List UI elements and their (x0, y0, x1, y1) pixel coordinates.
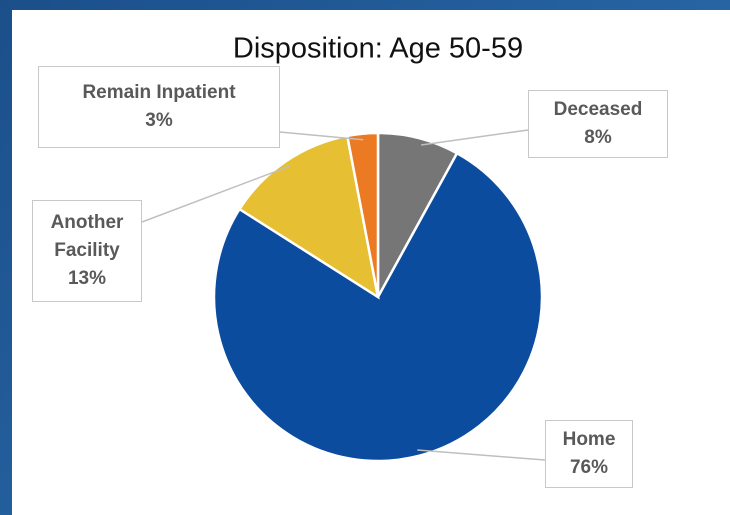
leader-line (421, 129, 529, 146)
label-name: Deceased (553, 99, 643, 120)
label-name: Home (562, 429, 616, 450)
label-value: 76% (569, 457, 609, 478)
label-value: 13% (67, 268, 107, 289)
label-name: Another Facility (50, 212, 124, 261)
label-name: Remain Inpatient (82, 82, 236, 103)
leader-line (141, 165, 290, 223)
leader-line (279, 131, 364, 141)
label-value: 8% (584, 127, 612, 148)
pie-slice (212, 151, 544, 463)
data-label: Deceased 8% (528, 90, 668, 158)
data-label: Home 76% (545, 420, 633, 488)
leader-line (417, 449, 546, 461)
data-label: Remain Inpatient 3% (38, 66, 280, 148)
chart-title: Disposition: Age 50-59 (233, 33, 523, 65)
label-value: 3% (145, 110, 173, 131)
data-label: Another Facility 13% (32, 200, 142, 302)
pie-slice (345, 131, 380, 298)
